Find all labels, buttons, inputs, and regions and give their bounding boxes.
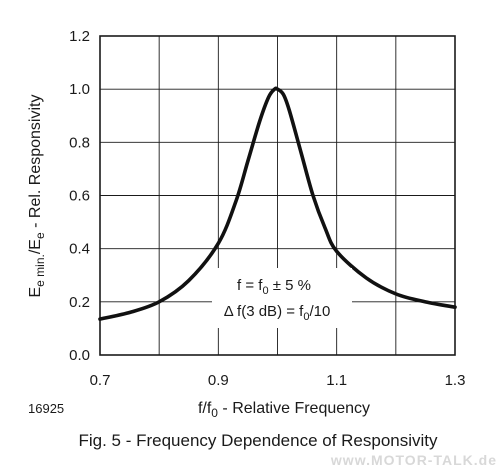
- y-tick-label: 0.8: [69, 134, 90, 151]
- y-tick-label: 0.2: [69, 294, 90, 311]
- figure-caption: Fig. 5 - Frequency Dependence of Respons…: [78, 431, 438, 450]
- x-tick-label: 1.1: [326, 372, 347, 389]
- annotation-box: [212, 268, 352, 328]
- annotation-frequency: f = f0 ± 5 %: [237, 277, 311, 297]
- y-tick-label: 1.2: [69, 28, 90, 45]
- x-tick-label: 1.3: [445, 372, 466, 389]
- y-tick-labels: 0.0 0.2 0.4 0.6 0.8 1.0 1.2: [69, 28, 90, 364]
- x-tick-label: 0.7: [90, 372, 111, 389]
- y-tick-label: 0.4: [69, 241, 90, 258]
- y-axis-label: Ee min./Ee - Rel. Responsivity: [27, 95, 47, 298]
- y-tick-label: 0.0: [69, 347, 90, 364]
- x-axis-label: f/f0 - Relative Frequency: [198, 400, 370, 420]
- y-tick-label: 0.6: [69, 188, 90, 205]
- x-tick-label: 0.9: [208, 372, 229, 389]
- watermark: www.MOTOR-TALK.de: [330, 452, 497, 468]
- figure-number: 16925: [28, 401, 64, 416]
- x-tick-labels: 0.7 0.9 1.1 1.3: [90, 372, 466, 389]
- plot-frame: [99, 35, 456, 356]
- responsivity-curve: [98, 86, 457, 321]
- annotation-bandwidth: Δ f(3 dB) = f0/10: [224, 303, 331, 323]
- y-tick-label: 1.0: [69, 81, 90, 98]
